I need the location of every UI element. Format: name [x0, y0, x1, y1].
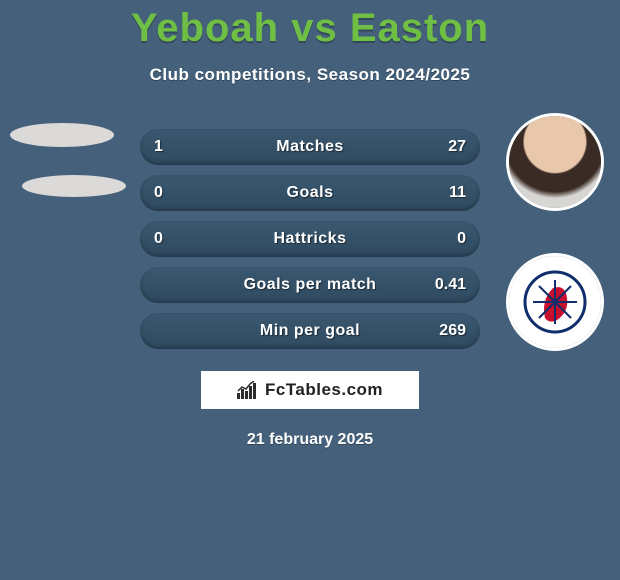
stat-row: 0 Hattricks 0: [140, 221, 480, 257]
stat-row: Goals per match 0.41: [140, 267, 480, 303]
stat-label: Goals: [287, 184, 334, 202]
player-left-avatar: [10, 123, 114, 147]
stat-row: 1 Matches 27: [140, 129, 480, 165]
stat-label: Goals per match: [244, 276, 377, 294]
bars-icon: [237, 381, 259, 399]
comparison-card: Yeboah vs Easton Club competitions, Seas…: [0, 0, 620, 449]
club-left-badge: [22, 175, 126, 197]
stat-row: Min per goal 269: [140, 313, 480, 349]
branding-badge: FcTables.com: [201, 371, 419, 409]
stat-left-value: 0: [154, 175, 163, 211]
footer-date: 21 february 2025: [0, 431, 620, 449]
stat-left-value: 1: [154, 129, 163, 165]
stat-label: Matches: [276, 138, 344, 156]
face-icon: [509, 116, 601, 208]
card-title: Yeboah vs Easton: [0, 6, 620, 51]
stat-right-value: 0.41: [435, 267, 466, 303]
player-right-avatar: [506, 113, 604, 211]
stat-label: Hattricks: [274, 230, 347, 248]
card-subtitle: Club competitions, Season 2024/2025: [0, 65, 620, 85]
stat-right-value: 0: [457, 221, 466, 257]
stat-right-value: 11: [449, 175, 466, 211]
stat-right-value: 27: [448, 129, 466, 165]
stat-row: 0 Goals 11: [140, 175, 480, 211]
stat-label: Min per goal: [260, 322, 360, 340]
club-badge-icon: [509, 256, 601, 348]
club-right-badge: [506, 253, 604, 351]
branding-text: FcTables.com: [265, 380, 383, 400]
stat-left-value: 0: [154, 221, 163, 257]
stat-right-value: 269: [439, 313, 466, 349]
comparison-body: 1 Matches 27 0 Goals 11 0 Hattricks 0 Goals per m…: [10, 129, 610, 349]
